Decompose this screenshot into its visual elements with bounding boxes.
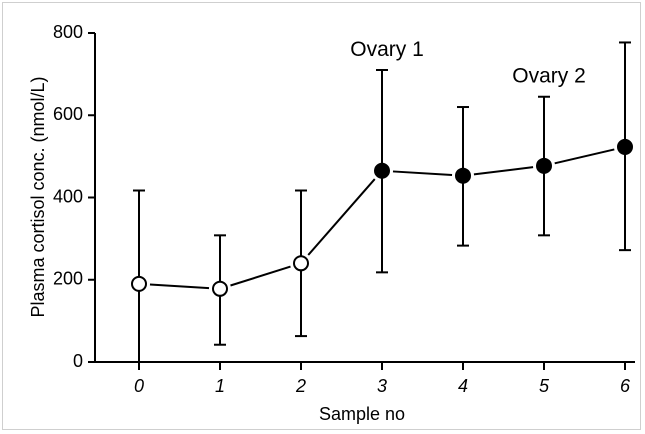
series-segment (554, 148, 615, 165)
data-point-open (212, 280, 228, 297)
chart-frame (2, 2, 641, 430)
data-point-open (131, 275, 147, 292)
y-tick-label: 0 (73, 351, 83, 371)
x-ticks: 0 1 2 3 4 5 6 (134, 362, 631, 396)
x-tick-label: 2 (295, 376, 306, 396)
x-tick-label: 0 (134, 376, 144, 396)
y-axis-label: Plasma cortisol conc. (nmol/L) (28, 76, 48, 317)
series-segment (473, 166, 534, 176)
x-axis-label: Sample no (319, 404, 405, 424)
series-segment (230, 265, 291, 287)
data-point-filled (374, 162, 390, 179)
data-points (131, 138, 633, 297)
x-tick-label: 4 (458, 376, 468, 396)
y-tick-label: 200 (53, 269, 83, 289)
annotation-label: Ovary 1 (350, 38, 424, 61)
y-tick-label: 400 (53, 186, 83, 206)
series-connector (149, 148, 615, 290)
y-ticks: 0 200 400 600 800 (53, 22, 95, 371)
series-segment (392, 170, 453, 177)
y-tick-label: 600 (53, 104, 83, 124)
error-bars (133, 41, 631, 362)
x-tick-label: 5 (539, 376, 550, 396)
data-point-filled (617, 138, 633, 155)
data-point-filled (536, 157, 552, 174)
annotation-label: Ovary 2 (512, 65, 586, 88)
y-tick-label: 800 (53, 22, 83, 42)
x-tick-label: 6 (620, 376, 631, 396)
annotations: Ovary 1 Ovary 2 (350, 38, 586, 88)
data-point-open (293, 255, 309, 272)
data-point-filled (455, 167, 471, 184)
x-tick-label: 1 (215, 376, 225, 396)
x-tick-label: 3 (377, 376, 387, 396)
series-segment (307, 178, 376, 256)
series-segment (149, 283, 210, 290)
